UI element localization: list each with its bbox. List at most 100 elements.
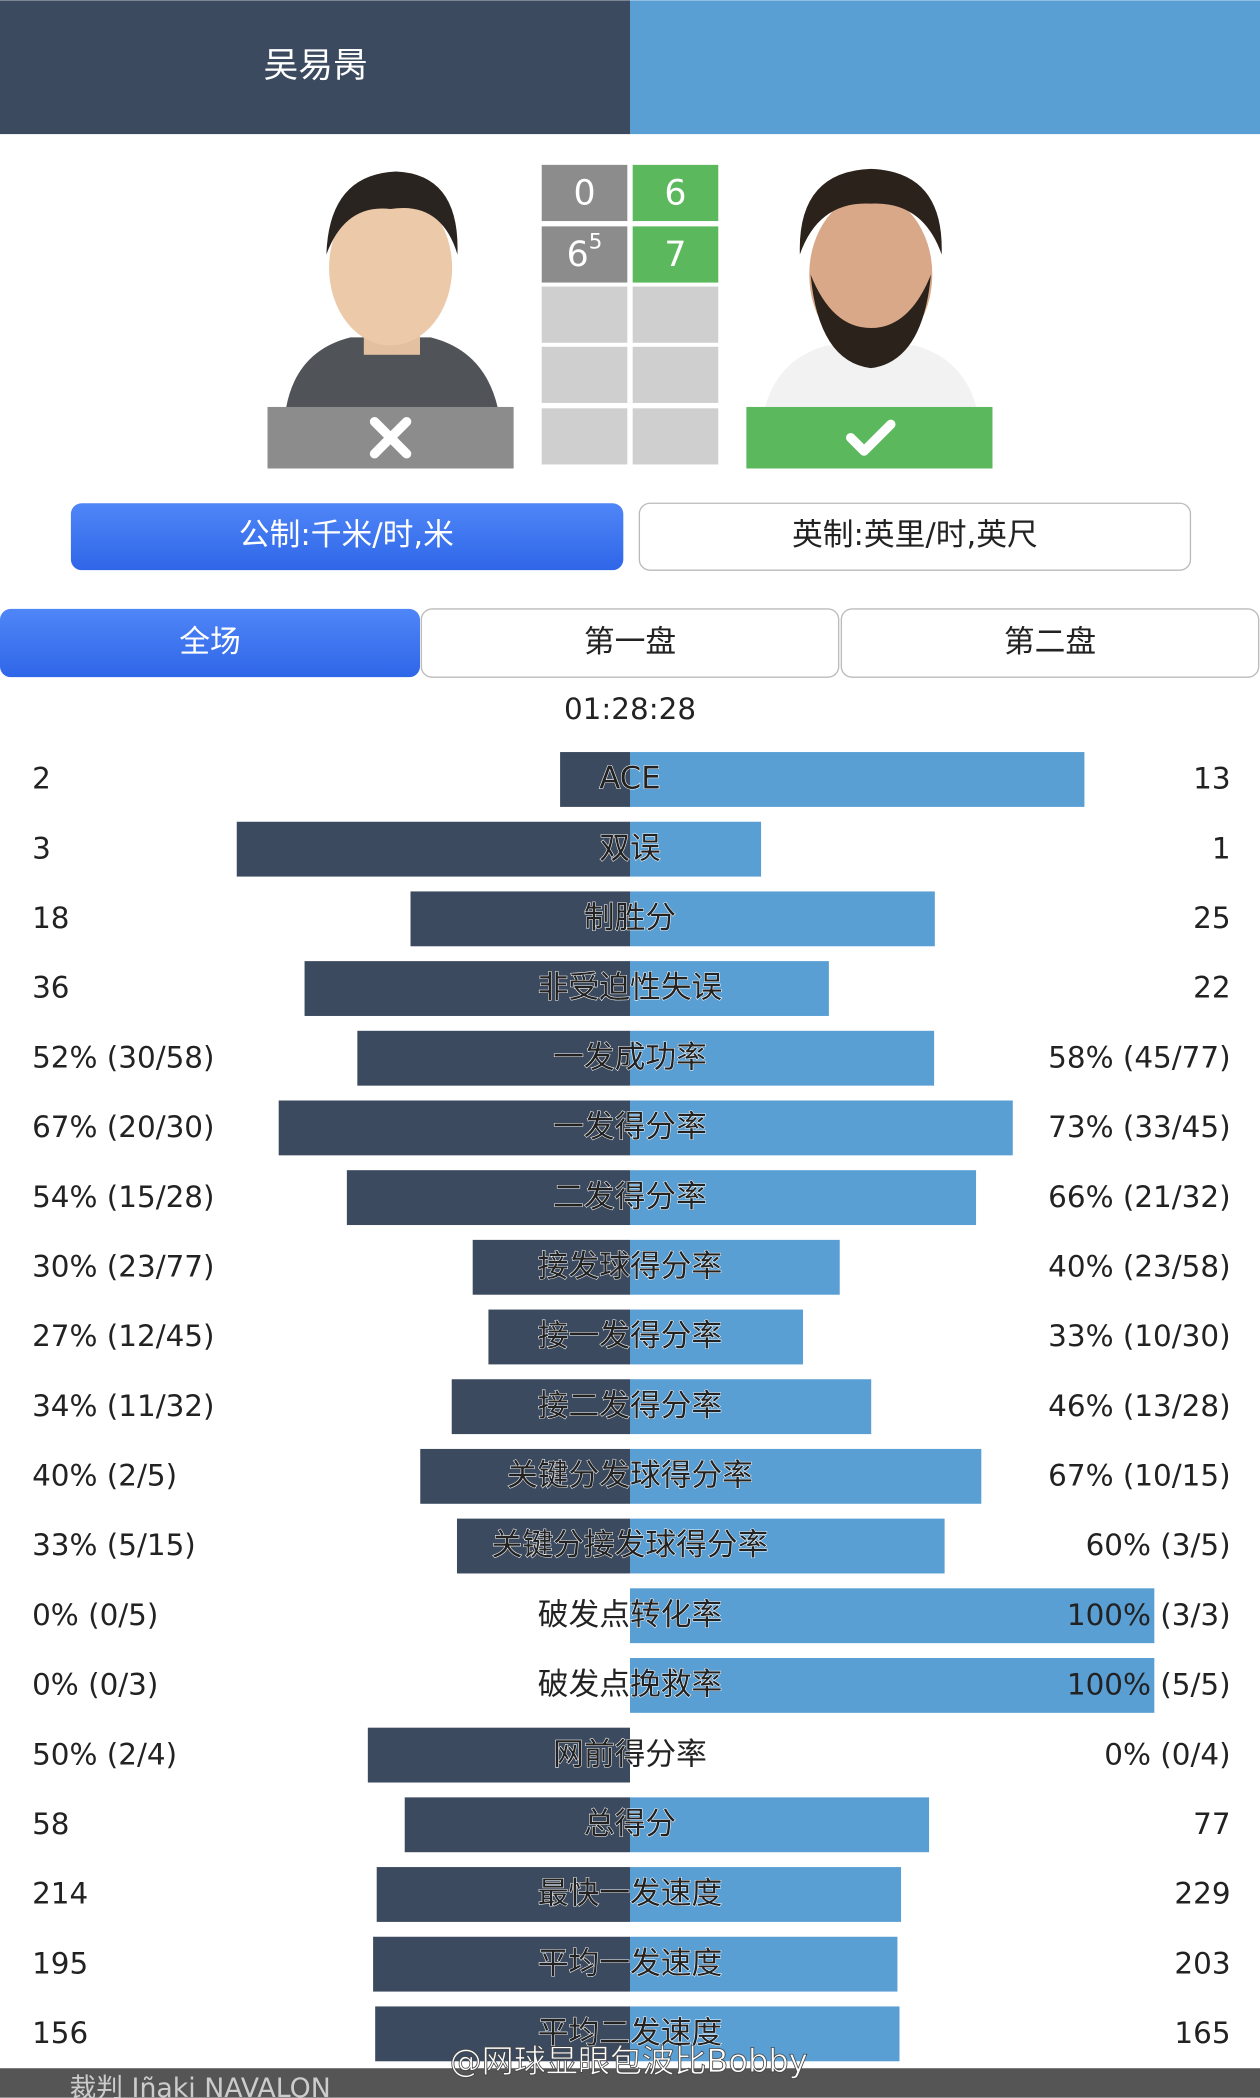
tab-label[interactable]: 第一盘	[584, 624, 676, 660]
stat-label: 接一发得分率	[538, 1318, 723, 1354]
unit-button[interactable]	[638, 502, 1192, 571]
bar-left	[376, 1867, 630, 1922]
tiebreak: 5	[589, 229, 603, 254]
stat-left: 50% (2/4)	[32, 1737, 177, 1771]
stat-label: 制胜分	[584, 900, 676, 936]
bar-right	[630, 1309, 804, 1365]
stat-label: 平均二发速度	[538, 2015, 723, 2051]
stat-left: 36	[32, 971, 69, 1005]
stat-label: 一发得分率	[553, 1109, 707, 1145]
check-icon	[846, 419, 896, 456]
stat-right: 25	[1193, 901, 1230, 935]
stat-label: 关键分发球得分率	[507, 1458, 753, 1494]
games: 6	[664, 173, 686, 213]
score-cell	[541, 226, 628, 283]
player1-name: 吴易昺	[264, 46, 368, 86]
stat-label: 破发点挽救率	[538, 1667, 723, 1703]
stat-right: 73% (33/45)	[1048, 1110, 1230, 1144]
tab[interactable]	[420, 608, 840, 678]
score-cell	[632, 286, 719, 343]
set-score: 0	[573, 173, 595, 213]
stat-left: 0% (0/3)	[32, 1668, 158, 1702]
stat-right: 33% (10/30)	[1048, 1319, 1230, 1353]
stats-rows: 2 13 ACE 3 1 双误 18 25 制胜分 36 22 非受迫性失误 52% (30/58) 58…	[32, 752, 1231, 2062]
bar-right	[630, 1936, 898, 1992]
bar-right	[630, 1797, 930, 1853]
stat-right: 100% (3/3)	[1067, 1598, 1231, 1632]
stat-left: 214	[32, 1877, 88, 1911]
bar-left	[278, 1100, 630, 1156]
score-cell	[541, 286, 628, 343]
stat-right: 66% (21/32)	[1048, 1180, 1230, 1214]
stat-label: 关键分接发球得分率	[492, 1527, 769, 1563]
tab-active[interactable]	[0, 608, 420, 678]
unit-label[interactable]: 英制:英里/时,英尺	[792, 517, 1038, 553]
bar-left	[346, 1170, 630, 1226]
bar-right	[630, 1170, 977, 1226]
score-cell	[632, 164, 719, 222]
header-left	[0, 0, 630, 135]
tab-label[interactable]: 第二盘	[1004, 624, 1096, 660]
stat-label: 平均一发速度	[538, 1945, 723, 1981]
winner-badge	[746, 406, 993, 469]
bar-right	[630, 1030, 935, 1086]
stat-left: 33% (5/15)	[32, 1528, 196, 1562]
unit-label[interactable]: 公制:千米/时,米	[239, 517, 454, 553]
score-cell	[541, 408, 628, 465]
stat-label: 非受迫性失误	[538, 970, 723, 1006]
bar-right	[630, 2006, 900, 2062]
bar-left	[373, 1936, 630, 1992]
bar-left	[488, 1309, 630, 1365]
stat-right: 60% (3/5)	[1086, 1528, 1231, 1562]
set-score: 65	[567, 229, 603, 274]
score-cell	[632, 346, 719, 403]
games: 7	[664, 235, 686, 275]
stat-label: 一发成功率	[553, 1039, 707, 1075]
bar-left	[375, 2006, 630, 2062]
stat-right: 58% (45/77)	[1048, 1040, 1230, 1074]
bar-right	[630, 752, 1085, 807]
unit-button-active[interactable]	[70, 503, 624, 571]
stat-right: 46% (13/28)	[1048, 1389, 1230, 1423]
bar-right	[630, 1239, 840, 1295]
bar-left	[456, 1518, 630, 1574]
tab-label[interactable]: 全场	[179, 624, 241, 660]
watermark: @网球显眼包波比Bobby	[450, 2042, 808, 2080]
bar-right	[630, 1658, 1155, 1713]
bar-right	[630, 1867, 902, 1922]
bar-left	[420, 1448, 630, 1504]
tab[interactable]	[840, 608, 1260, 678]
games: 6	[567, 235, 589, 275]
stat-left: 156	[32, 2016, 88, 2050]
stat-label: 接发球得分率	[538, 1248, 723, 1284]
stat-label: 破发点转化率	[538, 1597, 723, 1633]
stat-right: 165	[1174, 2016, 1230, 2050]
stat-left: 0% (0/5)	[32, 1598, 158, 1632]
player1-photo	[286, 171, 498, 407]
header-right	[630, 0, 1260, 135]
score-cell	[541, 164, 628, 222]
stat-left: 30% (23/77)	[32, 1249, 214, 1283]
bar-left	[472, 1239, 630, 1295]
stat-left: 2	[32, 762, 51, 796]
games: 0	[573, 173, 595, 213]
bar-left	[236, 821, 630, 877]
bar-right	[630, 1379, 872, 1435]
footer-text: 裁判 Iñaki NAVALON	[70, 2073, 331, 2098]
set-score: 6	[664, 173, 686, 213]
bar-right	[630, 1448, 982, 1504]
stat-label: 网前得分率	[553, 1736, 707, 1772]
bar-left	[357, 1030, 630, 1086]
bar-left	[560, 752, 630, 807]
stat-right: 1	[1212, 831, 1231, 865]
stat-right: 100% (5/5)	[1067, 1668, 1231, 1702]
score-cell	[632, 408, 719, 465]
bar-right	[630, 821, 762, 877]
stat-left: 52% (30/58)	[32, 1040, 214, 1074]
bar-right	[630, 1518, 945, 1574]
bar-left	[304, 961, 630, 1016]
stat-left: 40% (2/5)	[32, 1459, 177, 1493]
stat-label: ACE	[599, 761, 660, 797]
